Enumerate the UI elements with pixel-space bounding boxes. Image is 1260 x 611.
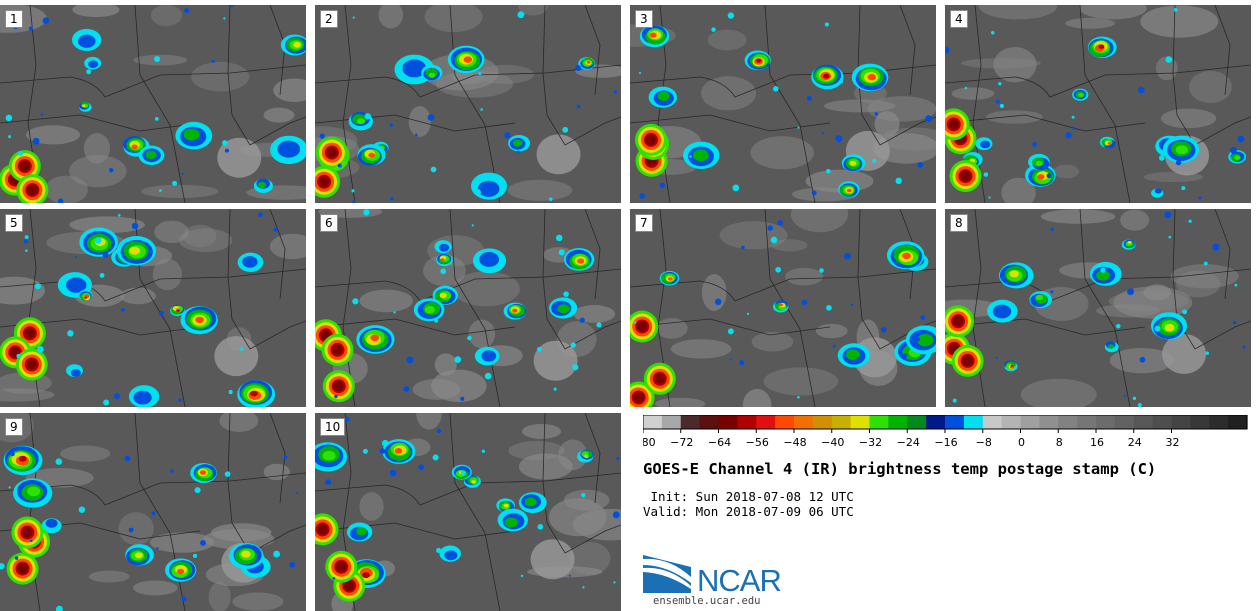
- colorbar-tick-label: 16: [1090, 436, 1104, 449]
- colorbar-segment: [1190, 415, 1210, 429]
- ir-map: [945, 5, 1251, 203]
- plot-title: GOES-E Channel 4 (IR) brightness temp po…: [643, 460, 1157, 478]
- colorbar-segment: [982, 415, 1003, 429]
- colorbar-segment: [1209, 415, 1229, 429]
- colorbar-tick-label: 24: [1128, 436, 1142, 449]
- ir-map: [315, 413, 621, 611]
- colorbar-segment: [1096, 415, 1116, 429]
- panel-label: 4: [950, 10, 968, 28]
- ir-map: [945, 209, 1251, 407]
- panel-label: 5: [5, 214, 23, 232]
- ensemble-member-panel-8: 8: [945, 209, 1251, 407]
- colorbar-segment: [963, 415, 984, 429]
- colorbar-segment: [699, 415, 720, 429]
- ensemble-member-panel-1: 1: [0, 5, 306, 203]
- ir-map: [315, 209, 621, 407]
- colorbar-tick-label: −48: [783, 436, 806, 449]
- valid-time: Valid: Mon 2018-07-09 06 UTC: [643, 504, 854, 519]
- colorbar-segment: [1058, 415, 1078, 429]
- ir-map: [630, 5, 936, 203]
- ensemble-member-panel-7: 7: [630, 209, 936, 407]
- colorbar-tick-label: −8: [976, 436, 992, 449]
- ir-map: [0, 413, 306, 611]
- colorbar-segment: [1020, 415, 1040, 429]
- panel-label: 9: [5, 418, 23, 436]
- ir-map: [0, 209, 306, 407]
- panel-label: 1: [5, 10, 23, 28]
- colorbar-tick-label: −56: [746, 436, 769, 449]
- ir-map: [0, 5, 306, 203]
- colorbar-segment: [737, 415, 757, 429]
- colorbar-segment: [1152, 415, 1173, 429]
- logo-url: ensemble.ucar.edu: [653, 595, 761, 607]
- colorbar-segment: [1077, 415, 1097, 429]
- colorbar-tick-label: −16: [934, 436, 957, 449]
- colorbar-segment: [718, 415, 738, 429]
- ncar-logo-swoosh: [643, 558, 691, 583]
- panel-label: 7: [635, 214, 653, 232]
- panel-label: 10: [320, 418, 346, 436]
- colorbar-segment: [812, 415, 833, 429]
- init-time: Init: Sun 2018-07-08 12 UTC: [643, 489, 854, 504]
- colorbar-tick-label: 0: [1018, 436, 1025, 449]
- colorbar-segment: [680, 415, 701, 429]
- ncar-logo-text: NCAR: [697, 563, 781, 595]
- colorbar-tick-label: −24: [897, 436, 920, 449]
- colorbar-tick-label: −32: [859, 436, 882, 449]
- colorbar-segment: [907, 415, 927, 429]
- colorbar-segment: [869, 415, 889, 429]
- colorbar-segment: [1039, 415, 1059, 429]
- panel-label: 2: [320, 10, 338, 28]
- ncar-logo-swoosh: [643, 567, 691, 589]
- colorbar-segment: [926, 415, 946, 429]
- colorbar-tick-label: 32: [1166, 436, 1180, 449]
- panel-label: 8: [950, 214, 968, 232]
- panel-label: 6: [320, 214, 338, 232]
- colorbar-segment: [850, 415, 871, 429]
- colorbar-segment: [1228, 415, 1248, 429]
- ensemble-member-panel-6: 6: [315, 209, 621, 407]
- colorbar-tick-label: −64: [708, 436, 731, 449]
- colorbar-tick-label: 8: [1056, 436, 1063, 449]
- ir-map: [315, 5, 621, 203]
- colorbar-segment: [1133, 415, 1154, 429]
- ensemble-member-panel-4: 4: [945, 5, 1251, 203]
- panel-label: 3: [635, 10, 653, 28]
- colorbar-tick-label: −40: [821, 436, 844, 449]
- ensemble-member-panel-9: 9: [0, 413, 306, 611]
- colorbar-segment: [775, 415, 795, 429]
- colorbar-segment: [643, 415, 663, 429]
- colorbar-segment: [756, 415, 776, 429]
- ensemble-member-panel-10: 10: [315, 413, 621, 611]
- colorbar-tick-label: −80: [643, 436, 656, 449]
- ensemble-member-panel-3: 3: [630, 5, 936, 203]
- colorbar-segment: [1001, 415, 1022, 429]
- ensemble-member-panel-2: 2: [315, 5, 621, 203]
- colorbar-segment: [1114, 415, 1135, 429]
- colorbar-segment: [831, 415, 852, 429]
- colorbar-tick-label: −72: [670, 436, 693, 449]
- colorbar-segment: [794, 415, 814, 429]
- ncar-logo: NCAR: [643, 555, 782, 595]
- ir-map: [630, 209, 936, 407]
- colorbar-segment: [1171, 415, 1191, 429]
- colorbar-segment: [661, 415, 682, 429]
- colorbar-segment: [888, 415, 908, 429]
- ensemble-member-panel-5: 5: [0, 209, 306, 407]
- colorbar-segment: [945, 415, 965, 429]
